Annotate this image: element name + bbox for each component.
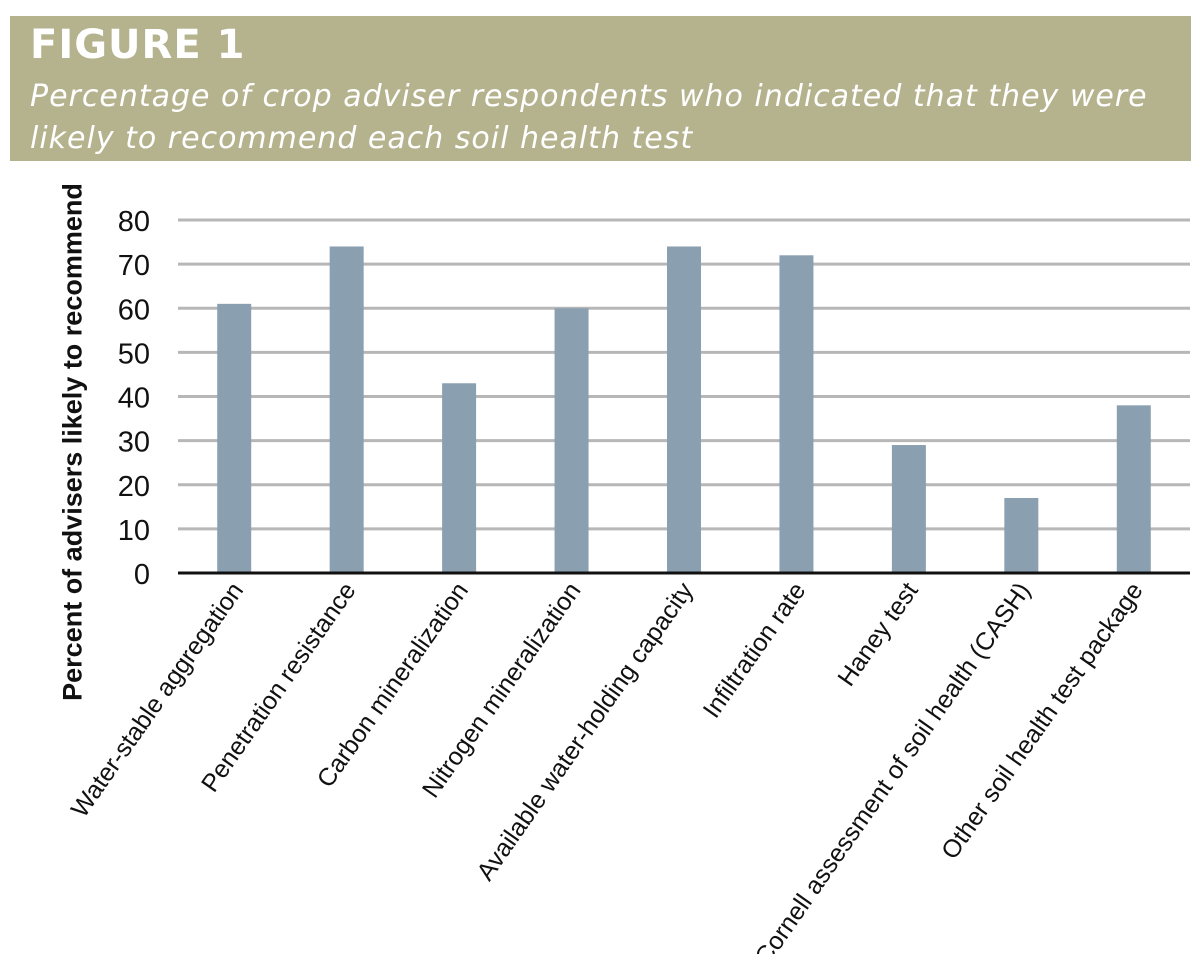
- y-tick-label-70: 70: [118, 250, 150, 282]
- y-tick-label-10: 10: [118, 515, 150, 547]
- x-category-label-5: Available water-holding capacity: [471, 577, 699, 886]
- y-tick-label-50: 50: [118, 338, 150, 370]
- bar-7: [891, 445, 926, 573]
- bar-2: [329, 246, 364, 573]
- y-tick-label-30: 30: [118, 427, 150, 459]
- figure-header: FIGURE 1 Percentage of crop adviser resp…: [10, 16, 1191, 161]
- bar-3: [442, 383, 477, 573]
- bar-9: [1116, 405, 1151, 573]
- bar-4: [554, 308, 589, 573]
- bar-8: [1004, 497, 1039, 573]
- figure-subtitle-line-2: likely to recommend each soil health tes…: [30, 121, 694, 156]
- y-tick-label-0: 0: [134, 559, 150, 591]
- figure-label: FIGURE 1: [30, 22, 246, 68]
- bar-6: [779, 255, 814, 574]
- figure-subtitle-line-1: Percentage of crop adviser respondents w…: [30, 79, 1148, 114]
- bar-1: [217, 303, 252, 573]
- x-category-label-6: Infiltration rate: [698, 577, 812, 723]
- y-tick-label-40: 40: [118, 383, 150, 415]
- figure-subtitle: Percentage of crop adviser respondents w…: [30, 76, 1180, 160]
- y-tick-label-60: 60: [118, 294, 150, 326]
- bar-5: [667, 246, 701, 573]
- y-tick-label-20: 20: [118, 471, 150, 503]
- x-category-label-7: Haney test: [832, 577, 924, 691]
- y-tick-label-80: 80: [118, 206, 150, 238]
- x-category-label-9: Other soil health test package: [936, 577, 1149, 864]
